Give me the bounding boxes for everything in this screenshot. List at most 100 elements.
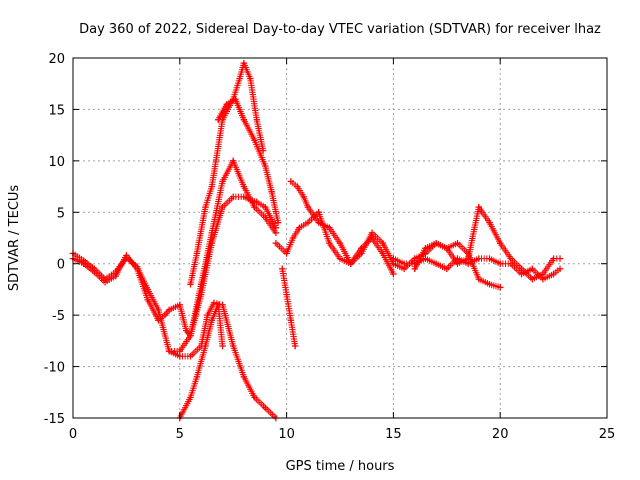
data-point [208, 239, 216, 247]
data-point [422, 245, 429, 252]
data-point [475, 255, 483, 262]
data-point [247, 196, 254, 204]
data-point [262, 203, 269, 211]
data-point [315, 219, 322, 226]
data-point [497, 260, 504, 267]
data-point [253, 116, 260, 123]
data-point [443, 265, 450, 273]
data-point [400, 260, 408, 267]
y-tick-label: 5 [57, 206, 65, 221]
data-point [219, 178, 226, 185]
data-point [240, 116, 248, 123]
data-point [475, 275, 483, 283]
data-point [379, 250, 386, 257]
data-point [240, 183, 248, 190]
data-point [247, 75, 254, 82]
data-point [208, 183, 216, 190]
grid [73, 58, 607, 418]
data-point [529, 275, 536, 283]
axis-ticks: 0 5 10 15 20 25 -15 -10 -5 0 5 10 15 20 [44, 52, 616, 442]
x-tick-label: 20 [492, 427, 509, 442]
data-point [144, 296, 151, 303]
data-point [223, 101, 230, 108]
plot-area-frame [72, 57, 608, 419]
data-point [464, 250, 472, 257]
y-tick-label: 20 [48, 52, 65, 67]
data-point [268, 188, 275, 195]
data-point [556, 255, 564, 262]
data-point [251, 394, 258, 401]
x-tick-label: 0 [69, 427, 77, 442]
data-point [336, 255, 344, 262]
data-point [289, 234, 297, 242]
data-point [187, 353, 194, 360]
data-point [215, 116, 222, 123]
data-point [300, 193, 307, 201]
data-point [347, 260, 354, 267]
data-point [236, 75, 243, 82]
data-point [326, 239, 333, 247]
data-point [291, 342, 299, 350]
data-point [165, 347, 173, 355]
data-point [486, 255, 493, 262]
data-point [539, 275, 547, 283]
data-point [283, 250, 290, 257]
y-tick-label: -10 [44, 361, 65, 376]
data-point [262, 214, 269, 221]
y-tick-label: 15 [48, 103, 65, 118]
data-point [133, 265, 141, 273]
data-point [253, 198, 260, 206]
data-point [315, 209, 322, 216]
data-point [529, 265, 536, 273]
data-point [161, 311, 169, 319]
data-point [219, 342, 226, 350]
data-point [443, 245, 450, 252]
data-point [432, 260, 440, 267]
y-tick-label: -15 [44, 412, 65, 427]
data-point [251, 203, 258, 211]
data-point [240, 59, 248, 67]
data-point [486, 281, 493, 288]
data-point [230, 342, 237, 350]
data-point [91, 268, 98, 276]
data-point [101, 279, 109, 286]
data-point [155, 306, 162, 314]
data-point [251, 137, 258, 144]
x-tick-label: 25 [599, 427, 616, 442]
data-point [272, 239, 280, 247]
data-point [144, 286, 151, 293]
data-point [155, 317, 162, 324]
y-tick-label: 0 [57, 258, 65, 273]
data-point [550, 255, 557, 262]
data-point [304, 203, 312, 211]
data-point [287, 178, 295, 185]
data-point [176, 353, 183, 360]
data-point [193, 250, 201, 257]
data-point [208, 317, 216, 324]
data-series-trace-11 [411, 239, 504, 291]
y-tick-label: -5 [52, 309, 65, 324]
data-point [326, 224, 333, 231]
data-point [507, 260, 515, 267]
data-series-trace-6 [215, 95, 282, 226]
x-axis-label: GPS time / hours [286, 459, 395, 474]
data-point [80, 260, 87, 267]
data-point [454, 239, 461, 247]
data-point [230, 157, 237, 165]
data-point [379, 239, 386, 247]
data-point [422, 255, 429, 262]
chart-title: Day 360 of 2022, Sidereal Day-to-day VTE… [79, 22, 601, 37]
data-point [497, 284, 504, 291]
data-point [187, 281, 194, 288]
series-fill-markers [279, 265, 299, 350]
data-point [283, 291, 290, 298]
data-point [202, 203, 209, 211]
x-tick-label: 15 [385, 427, 402, 442]
data-point [232, 95, 239, 103]
data-point [486, 219, 493, 226]
data-point [187, 332, 194, 339]
y-tick-label: 10 [48, 155, 65, 170]
data-point [197, 291, 205, 298]
data-point [202, 342, 209, 350]
